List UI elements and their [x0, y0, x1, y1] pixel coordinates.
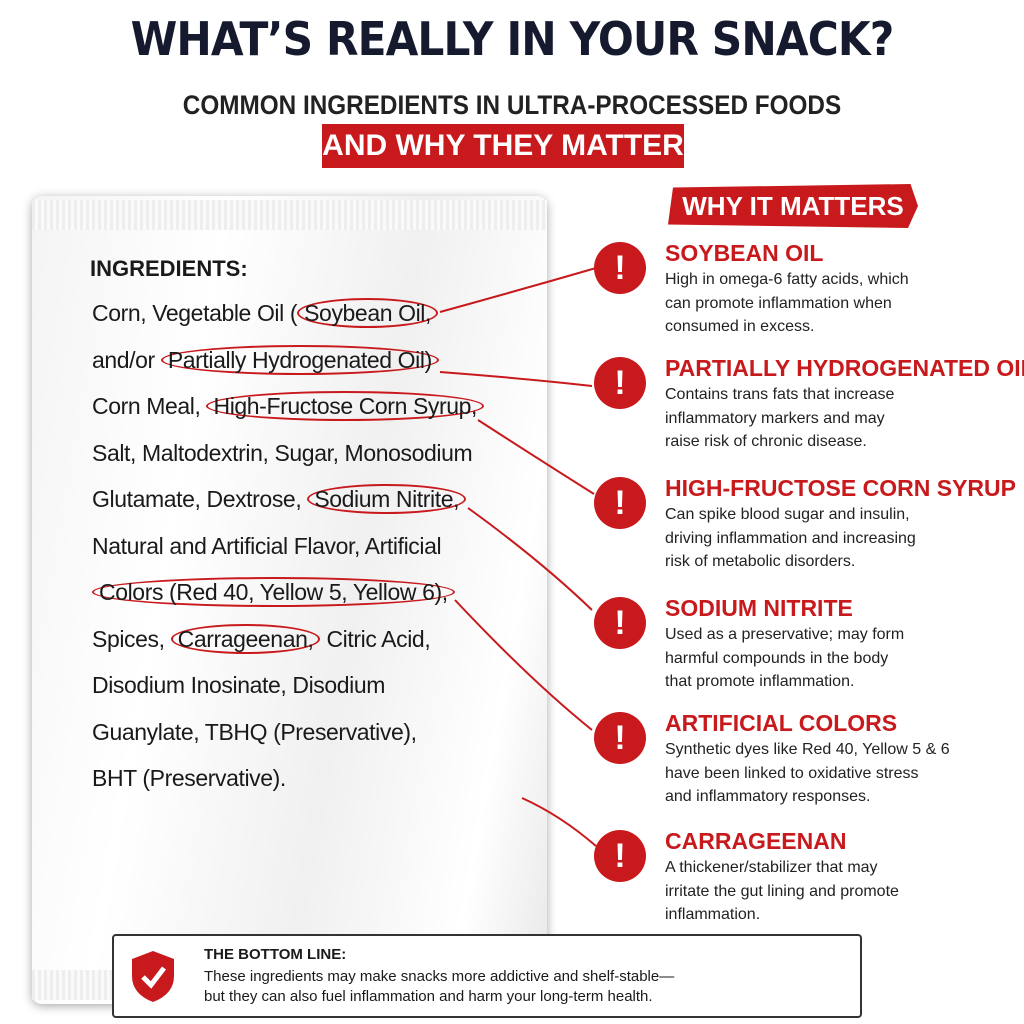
ingredient-line: Guanylate, TBHQ (Preservative), — [92, 719, 417, 746]
item-text: driving inflammation and increasing — [665, 529, 916, 547]
item-text: can promote inflammation when — [665, 294, 892, 312]
bottom-title: THE BOTTOM LINE: — [204, 946, 347, 963]
item-text: Synthetic dyes like Red 40, Yellow 5 & 6 — [665, 741, 950, 758]
ingredient-text: Salt, Maltodextrin, Sugar, Monosodium — [92, 439, 473, 466]
item-title: PARTIALLY HYDROGENATED OIL — [665, 355, 1024, 381]
highlighted-ingredient: Partially Hydrogenated Oil) — [160, 344, 439, 375]
ingredient-line: and/or Partially Hydrogenated Oil) — [92, 344, 439, 375]
item-text: A thickener/stabilizer that may — [665, 859, 878, 876]
ingredient-text: Corn, Vegetable Oil ( — [92, 300, 298, 326]
ingredient-text: BHT (Preservative). — [92, 765, 286, 791]
snack-bag — [32, 196, 547, 1004]
ingredient-text: Citric Acid, — [320, 625, 431, 652]
item-text: High in omega-6 fatty acids, which — [665, 271, 909, 288]
item-title: ARTIFICIAL COLORS — [665, 710, 898, 736]
title: WHAT’S REALLY IN YOUR SNACK? — [130, 12, 895, 66]
ingredient-line: Glutamate, Dextrose, Sodium Nitrite, — [92, 484, 467, 514]
ingredient-text: Corn Meal, — [92, 393, 207, 419]
ingredient-line: BHT (Preservative). — [92, 765, 286, 792]
why-heading: WHY IT MATTERS — [668, 184, 918, 228]
alert-icon: ! — [594, 242, 646, 294]
item-text: Used as a preservative; may form — [665, 626, 905, 643]
highlighted-ingredient: Sodium Nitrite, — [307, 484, 467, 514]
item-title: SOYBEAN OIL — [665, 240, 824, 266]
ingredient-line: Natural and Artificial Flavor, Artificia… — [92, 532, 442, 560]
highlighted-ingredient: Carrageenan, — [170, 623, 321, 654]
connector — [454, 599, 593, 731]
connector — [477, 419, 595, 495]
item-text: consumed in excess. — [665, 318, 815, 335]
bag-crimp — [32, 200, 547, 230]
item-text: harmful compounds in the body — [665, 649, 889, 667]
ingredient-line: Corn Meal, High-Fructose Corn Syrup, — [92, 391, 485, 421]
alert-icon: ! — [594, 477, 646, 529]
item-text: irritate the gut lining and promote — [665, 882, 899, 900]
highlighted-ingredient: Soybean Oil, — [297, 298, 438, 328]
shield-icon — [132, 951, 174, 1002]
connector — [439, 371, 593, 387]
item-text: Contains trans fats that increase — [665, 386, 895, 403]
ingredient-line: Spices, Carrageenan, Citric Acid, — [92, 623, 431, 654]
item-text: inflammation. — [665, 906, 761, 923]
bottom-box — [112, 934, 862, 1018]
ingredient-line: Colors (Red 40, Yellow 5, Yellow 6), — [92, 577, 455, 607]
ingredient-text: Spices, — [92, 625, 171, 652]
subtitle: COMMON INGREDIENTS IN ULTRA-PROCESSED FO… — [182, 90, 842, 120]
item-text: raise risk of chronic disease. — [665, 433, 867, 450]
ingredient-text: and/or — [92, 346, 161, 373]
ingredient-text: Guanylate, TBHQ (Preservative), — [92, 718, 417, 745]
alert-icon: ! — [594, 357, 646, 409]
ingredient-text: Glutamate, Dextrose, — [92, 486, 308, 512]
item-title: SODIUM NITRITE — [665, 595, 853, 621]
connector — [467, 507, 593, 611]
ingredient-line: Disodium Inosinate, Disodium — [92, 672, 385, 699]
alert-icon: ! — [594, 830, 646, 882]
ingredients-label: INGREDIENTS: — [90, 256, 248, 281]
ingredient-text: Disodium Inosinate, Disodium — [92, 672, 386, 698]
banner: AND WHY THEY MATTER — [322, 124, 684, 168]
item-title: CARRAGEENAN — [665, 828, 847, 854]
bottom-line-text: but they can also fuel inflammation and … — [204, 988, 653, 1005]
connector — [439, 267, 597, 313]
item-text: inflammatory markers and may — [665, 409, 885, 427]
item-title: HIGH-FRUCTOSE CORN SYRUP — [665, 475, 1016, 501]
item-text: Can spike blood sugar and insulin, — [665, 506, 910, 523]
ingredient-line: Corn, Vegetable Oil (Soybean Oil, — [92, 298, 438, 328]
highlighted-ingredient: High-Fructose Corn Syrup, — [206, 391, 485, 421]
item-text: and inflammatory responses. — [665, 788, 871, 805]
bottom-line-text: These ingredients may make snacks more a… — [204, 968, 675, 985]
connector — [521, 797, 597, 847]
highlighted-ingredient: Colors (Red 40, Yellow 5, Yellow 6), — [92, 577, 455, 607]
item-text: that promote inflammation. — [665, 673, 855, 690]
item-text: risk of metabolic disorders. — [665, 553, 856, 570]
ingredient-text: Natural and Artificial Flavor, Artificia… — [92, 532, 442, 559]
ingredient-line: Salt, Maltodextrin, Sugar, Monosodium — [92, 439, 473, 467]
alert-icon: ! — [594, 712, 646, 764]
item-text: have been linked to oxidative stress — [665, 764, 919, 782]
alert-icon: ! — [594, 597, 646, 649]
